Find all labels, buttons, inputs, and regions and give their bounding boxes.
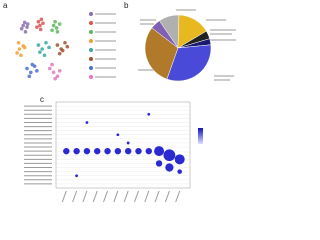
- dot: [135, 147, 142, 155]
- panel-label: b: [124, 1, 129, 10]
- point: [35, 69, 39, 73]
- legend-swatch: [89, 57, 93, 61]
- dot: [163, 149, 176, 162]
- dot: [147, 112, 151, 116]
- legend-swatch: [89, 39, 93, 43]
- point: [27, 74, 32, 79]
- dot: [177, 169, 182, 174]
- point: [53, 19, 57, 24]
- column-label-placeholder: [133, 190, 139, 203]
- dot: [116, 133, 120, 137]
- dot: [83, 147, 91, 155]
- point: [22, 45, 27, 50]
- point: [38, 50, 42, 54]
- point: [44, 40, 48, 45]
- pie-label-placeholders: [138, 9, 236, 81]
- plot-frame: [55, 101, 191, 189]
- point: [25, 66, 29, 71]
- column-label-placeholder: [144, 190, 150, 203]
- dot: [75, 174, 79, 178]
- point: [47, 45, 51, 50]
- point: [55, 74, 60, 79]
- column-label-placeholder: [61, 190, 67, 203]
- panel-label: a: [3, 1, 8, 10]
- point: [36, 19, 41, 24]
- point: [25, 22, 30, 26]
- point: [50, 28, 54, 33]
- point: [15, 51, 19, 55]
- column-label-placeholder: [123, 190, 129, 203]
- panel-label: c: [40, 95, 44, 104]
- column-label-placeholder: [103, 190, 109, 203]
- point: [21, 23, 26, 28]
- dot: [63, 147, 70, 155]
- column-label-placeholder: [164, 190, 170, 203]
- colorbar: [198, 128, 203, 144]
- point: [53, 76, 57, 81]
- column-label-placeholder: [113, 190, 119, 203]
- point: [60, 48, 65, 53]
- point: [48, 66, 52, 71]
- point: [63, 40, 67, 45]
- point: [25, 25, 29, 29]
- point: [42, 53, 47, 58]
- dot: [94, 147, 101, 155]
- dot: [73, 147, 80, 155]
- dot: [85, 121, 89, 124]
- dot: [104, 147, 111, 155]
- legend-swatch: [89, 66, 93, 70]
- figure: a b c: [3, 1, 236, 203]
- pie-slice: [144, 27, 179, 80]
- legend-swatch: [89, 30, 93, 34]
- point: [38, 23, 42, 28]
- dot: [155, 160, 163, 167]
- point: [23, 30, 28, 34]
- point: [41, 21, 45, 26]
- point: [40, 47, 44, 51]
- point: [19, 26, 24, 31]
- point: [57, 51, 62, 56]
- point: [57, 69, 62, 73]
- point: [50, 62, 54, 67]
- point: [55, 30, 60, 34]
- column-label-placeholder: [72, 190, 78, 203]
- legend-swatch: [89, 21, 93, 25]
- point: [30, 62, 35, 67]
- legend-swatch: [89, 48, 93, 52]
- pie-slice: [151, 20, 179, 49]
- point: [36, 43, 41, 47]
- dot: [124, 147, 132, 155]
- dot: [165, 163, 174, 172]
- column-label-placeholder: [175, 190, 181, 203]
- dot: [154, 146, 165, 157]
- point: [19, 53, 23, 58]
- point: [39, 17, 44, 22]
- point: [51, 23, 56, 28]
- dot: [126, 141, 130, 145]
- dot: [114, 147, 122, 155]
- point: [55, 43, 60, 47]
- point: [29, 70, 33, 75]
- legend-swatch: [89, 12, 93, 16]
- point: [51, 70, 56, 75]
- column-label-placeholder: [154, 190, 160, 203]
- point: [35, 25, 39, 29]
- column-label-placeholder: [92, 190, 98, 203]
- point: [57, 22, 62, 26]
- legend-swatch: [89, 75, 93, 79]
- point: [54, 26, 59, 30]
- point: [17, 47, 22, 51]
- dot: [145, 147, 152, 155]
- point: [38, 27, 43, 32]
- point: [22, 20, 27, 25]
- pie-slice: [166, 44, 212, 82]
- dot: [174, 154, 185, 165]
- column-label-placeholder: [82, 190, 88, 203]
- point: [16, 40, 21, 45]
- point: [65, 44, 70, 49]
